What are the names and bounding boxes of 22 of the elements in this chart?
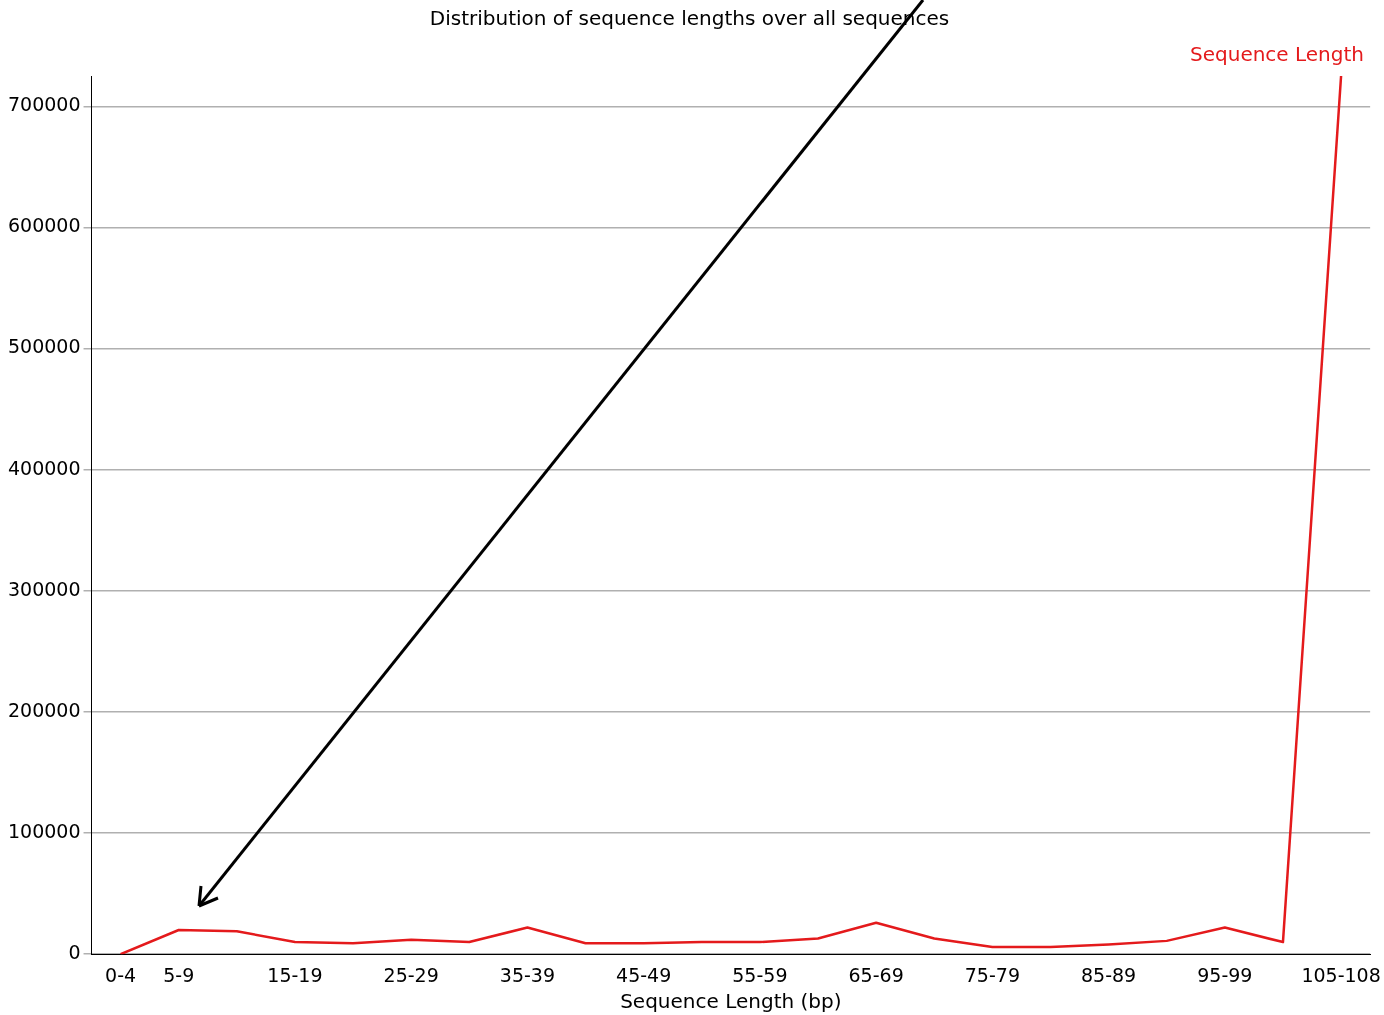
y-tick-label: 200000 xyxy=(8,698,81,721)
x-tick-label: 15-19 xyxy=(267,963,323,986)
x-tick-label: 45-49 xyxy=(616,963,672,986)
y-tick-label: 0 xyxy=(68,941,81,964)
y-tick-label: 300000 xyxy=(8,577,81,600)
y-tick-label: 700000 xyxy=(8,93,81,116)
series-label: Sequence Length xyxy=(1190,42,1365,67)
x-tick-label: 75-79 xyxy=(964,963,1020,986)
y-tick-label: 100000 xyxy=(8,820,81,843)
y-tick-label: 500000 xyxy=(8,335,81,358)
x-tick-label: 35-39 xyxy=(499,963,556,986)
x-tick-label: 0-4 xyxy=(105,963,137,986)
x-tick-label: 55-59 xyxy=(732,963,788,986)
x-tick-label: 85-89 xyxy=(1081,963,1137,986)
x-tick-label: 5-9 xyxy=(163,963,195,986)
x-tick-label: 25-29 xyxy=(383,963,439,986)
x-tick-label: 105-108 xyxy=(1301,963,1381,986)
x-tick-label: 65-69 xyxy=(848,963,904,986)
x-axis-title: Sequence Length (bp) xyxy=(620,989,842,1014)
y-tick-label: 400000 xyxy=(8,456,81,479)
y-tick-label: 600000 xyxy=(8,214,81,237)
x-tick-label: 95-99 xyxy=(1197,963,1253,986)
